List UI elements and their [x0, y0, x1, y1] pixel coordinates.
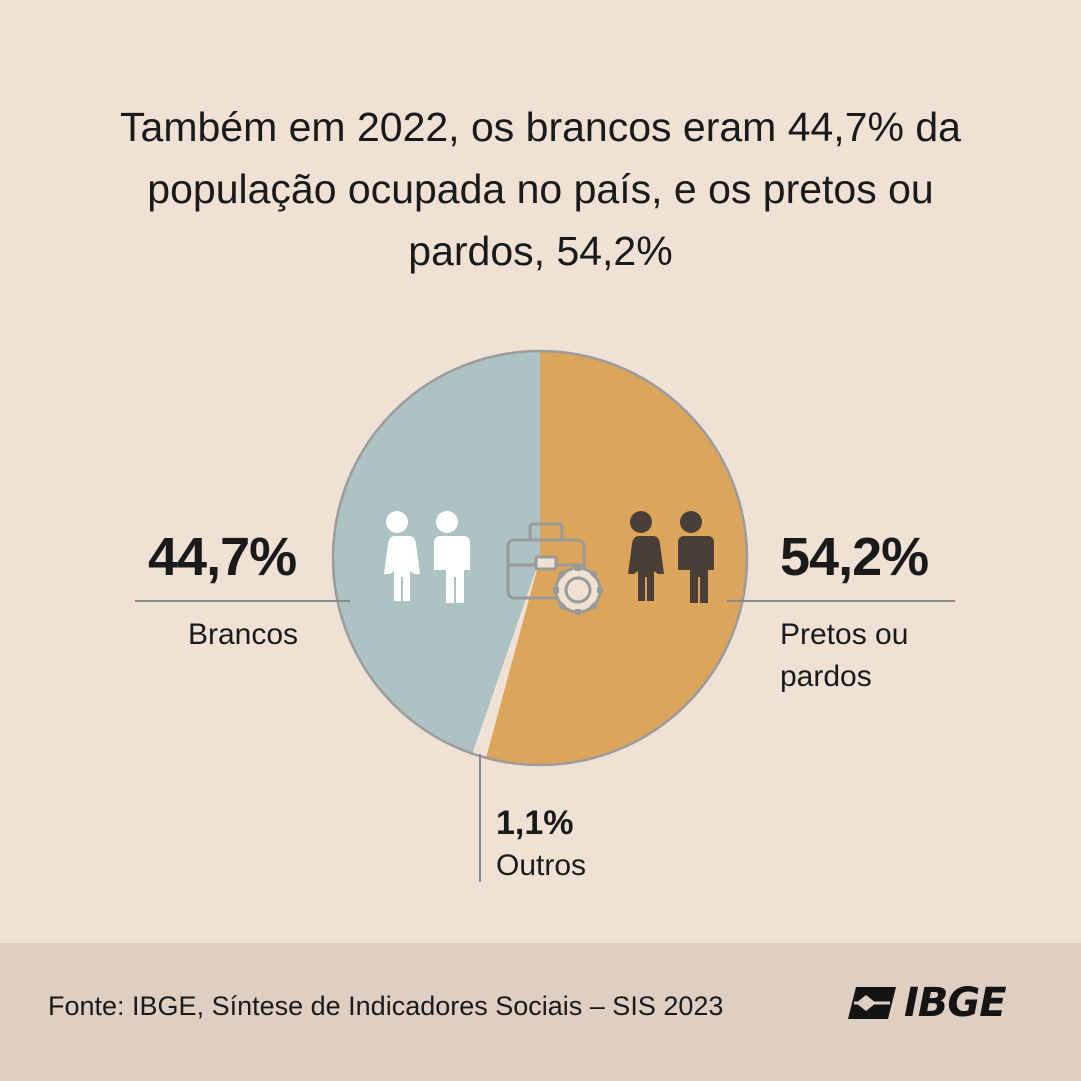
pretos-percent: 54,2%: [780, 527, 929, 587]
brancos-percent: 44,7%: [148, 527, 297, 587]
ibge-logo-text: IBGE: [904, 980, 1007, 1026]
people-white-icon: [384, 511, 470, 603]
outros-percent: 1,1%: [496, 804, 574, 842]
briefcase-gear-icon: [506, 522, 603, 615]
pie-outline: [331, 349, 749, 767]
source-text: Fonte: IBGE, Síntese de Indicadores Soci…: [48, 991, 724, 1021]
chart-title: Também em 2022, os brancos eram 44,7% da…: [120, 104, 961, 274]
pie-chart: [135, 349, 955, 882]
people-dark-icon: [628, 511, 714, 603]
pie-slice-pretos-ou-pardos: [486, 351, 748, 765]
ibge-logo-icon: [848, 987, 896, 1019]
pie-slice-outros: [472, 558, 540, 758]
pretos-label-line2: pardos: [780, 660, 872, 693]
outros-label: Outros: [496, 849, 587, 882]
pretos-label-line1: Pretos ou: [780, 618, 909, 651]
brancos-label: Brancos: [188, 618, 299, 651]
footer-bar: [0, 943, 1081, 1081]
ibge-logo: IBGE: [846, 980, 1007, 1026]
